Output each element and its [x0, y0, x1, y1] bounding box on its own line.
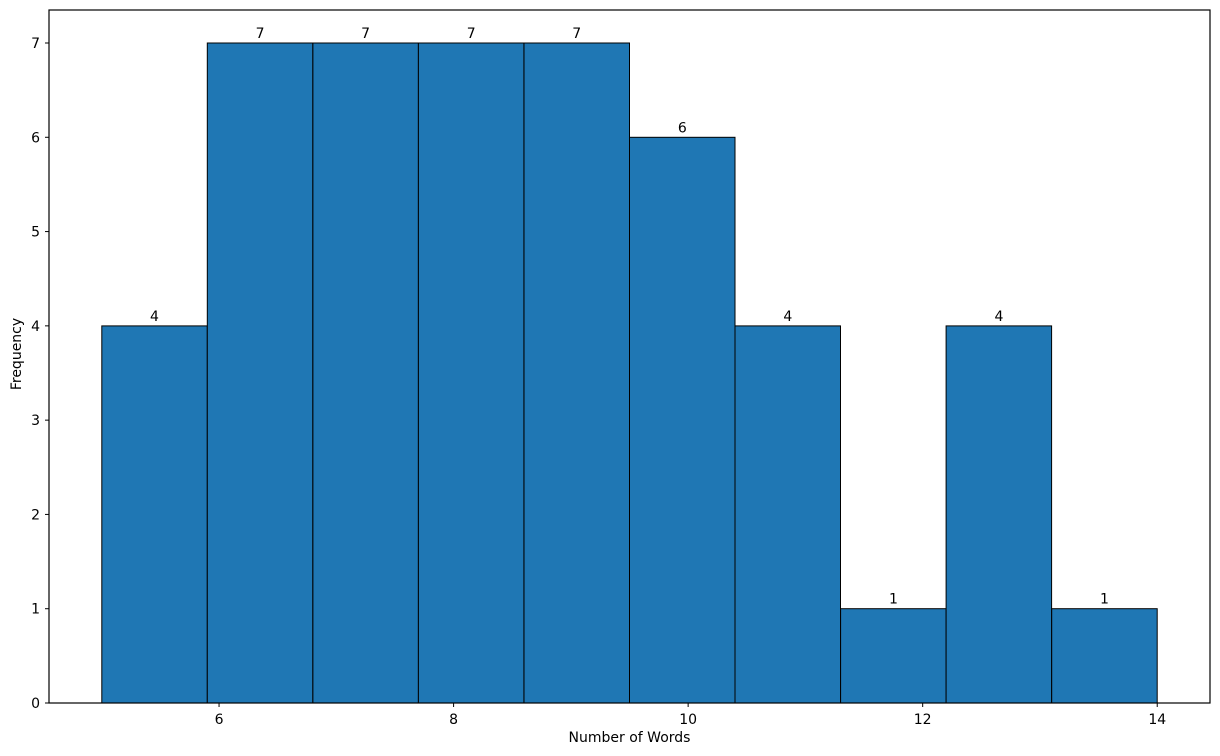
y-tick-label: 3	[31, 413, 40, 429]
y-tick-label: 4	[31, 319, 40, 335]
bar-value-label: 7	[361, 26, 370, 42]
histogram-bar	[523, 42, 630, 704]
x-tick-label: 8	[449, 712, 458, 728]
y-tick-label: 2	[31, 507, 40, 523]
bar-value-label: 4	[994, 309, 1003, 325]
bar-value-label: 7	[467, 26, 476, 42]
bar-value-label: 6	[678, 120, 687, 136]
x-tick-label: 6	[215, 712, 224, 728]
histogram-bar	[734, 325, 841, 704]
x-tick-label: 14	[1148, 712, 1166, 728]
histogram-bar	[417, 42, 525, 704]
histogram-bar	[840, 608, 947, 704]
bar-value-label: 4	[150, 309, 159, 325]
y-tick-label: 1	[31, 602, 40, 618]
y-tick-label: 6	[31, 130, 40, 146]
y-axis-label: Frequency	[9, 317, 25, 391]
histogram-bar	[629, 136, 736, 704]
x-tick-label: 10	[679, 712, 697, 728]
bar-value-label: 1	[889, 592, 898, 608]
y-tick-label: 7	[31, 36, 40, 52]
x-tick-label: 12	[914, 712, 932, 728]
axes-spines	[48, 9, 1211, 704]
bar-value-label: 4	[783, 309, 792, 325]
histogram-bar	[312, 42, 419, 704]
bar-value-label: 7	[256, 26, 265, 42]
bar-value-label: 1	[1100, 592, 1109, 608]
histogram-bar	[101, 325, 208, 704]
histogram-bar	[945, 325, 1053, 704]
x-axis-label: Number of Words	[568, 730, 691, 746]
histogram-bar	[1051, 608, 1158, 704]
histogram-bar	[206, 42, 314, 704]
y-tick-label: 5	[31, 225, 40, 241]
bar-value-label: 7	[572, 26, 581, 42]
y-tick-label: 0	[31, 696, 40, 712]
